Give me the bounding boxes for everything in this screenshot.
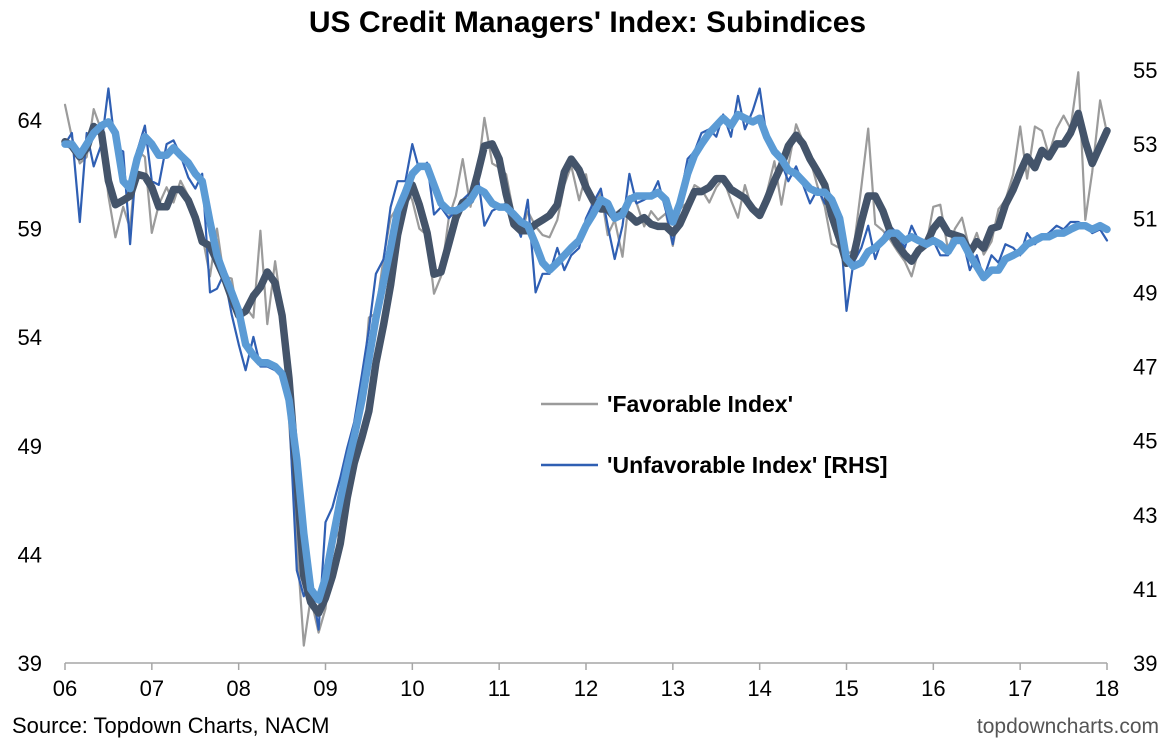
y-right-tick-label: 55 [1133,58,1157,83]
y-right-tick-label: 47 [1133,355,1157,380]
y-right-tick-label: 49 [1133,280,1157,305]
y-left-tick-label: 49 [18,434,42,459]
y-right-tick-label: 43 [1133,503,1157,528]
y-right-tick-label: 53 [1133,132,1157,157]
y-left-tick-label: 39 [18,651,42,676]
x-tick-label: 15 [834,676,858,701]
unfavorable-index-trend-line [61,110,1111,604]
x-tick-label: 13 [661,676,685,701]
x-tick-label: 12 [574,676,598,701]
x-tick-label: 09 [313,676,337,701]
axes: 06 07 08 09 10 11 12 13 14 15 16 17 18 39 44 49 54 59 64 39… [18,58,1158,701]
source-note: Source: Topdown Charts, NACM [12,713,330,738]
chart-title: US Credit Managers' Index: Subindices [308,6,867,39]
favorable-index-line [63,71,1109,647]
y-right-tick-label: 45 [1133,429,1157,454]
y-left-tick-label: 44 [18,542,42,567]
x-tick-label: 08 [226,676,250,701]
y-left-tick-label: 59 [18,217,42,242]
unfavorable-index-line [63,87,1109,631]
legend: 'Favorable Index' 'Unfavorable Index' [RH… [541,391,888,478]
legend-favorable-label: 'Favorable Index' [607,391,793,417]
x-tick-label: 07 [140,676,164,701]
legend-unfavorable-label: 'Unfavorable Index' [RHS] [607,452,888,478]
series-lines [61,71,1111,647]
favorable-index-trend-line [61,109,1111,617]
x-tick-label: 06 [53,676,77,701]
y-right-tick-label: 41 [1133,577,1157,602]
x-tick-label: 11 [488,676,511,701]
x-tick-label: 16 [921,676,945,701]
x-tick-label: 10 [400,676,424,701]
y-left-tick-label: 64 [18,108,42,133]
x-tick-label: 17 [1008,676,1032,701]
y-left-tick-label: 54 [18,325,42,350]
x-tick-label: 18 [1095,676,1119,701]
site-credit: topdowncharts.com [976,715,1159,738]
y-right-tick-label: 39 [1133,651,1157,676]
x-tick-label: 14 [747,676,771,701]
y-right-tick-label: 51 [1133,206,1157,231]
